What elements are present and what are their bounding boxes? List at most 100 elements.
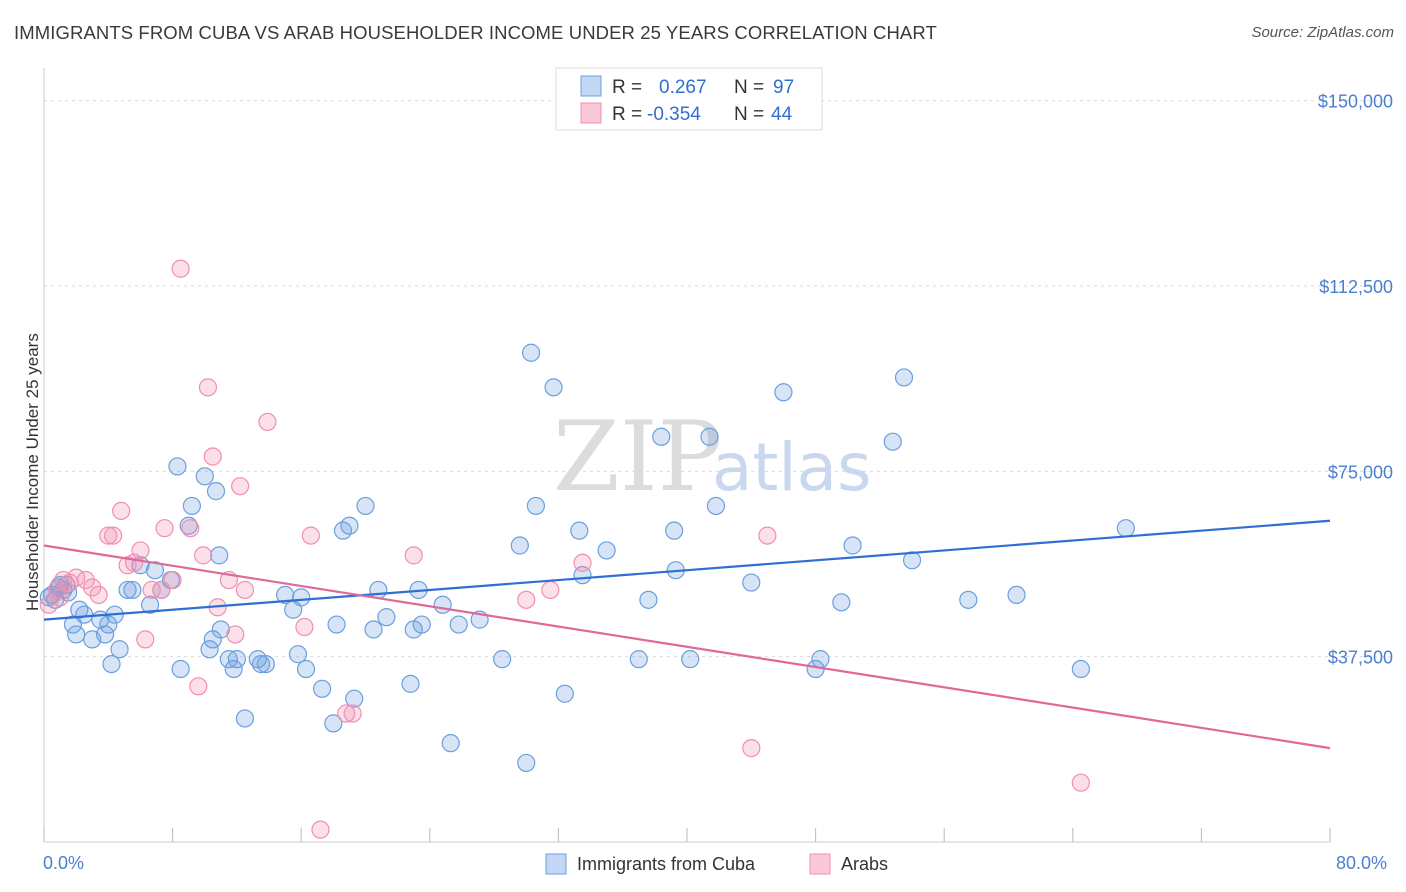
point-arabs: [89, 585, 108, 605]
point-cuba: [629, 650, 648, 669]
point-cuba: [449, 615, 468, 634]
watermark-atlas: atlas: [712, 429, 872, 506]
point-arabs: [171, 259, 190, 278]
point-arabs: [194, 546, 213, 565]
point-arabs: [1071, 773, 1090, 792]
point-arabs: [742, 739, 761, 758]
point-cuba: [369, 580, 388, 600]
series-legend: Immigrants from Cuba Arabs: [545, 853, 888, 875]
y-tick-labels: $37,500 $75,000 $112,500 $150,000: [1318, 92, 1393, 668]
point-cuba: [70, 600, 89, 619]
point-arabs: [517, 590, 536, 609]
point-cuba: [742, 573, 761, 592]
axes: [43, 68, 1331, 843]
legend-r-value-1: 0.267: [659, 77, 707, 98]
point-cuba: [288, 645, 308, 664]
point-arabs: [181, 519, 200, 538]
point-cuba: [570, 521, 589, 540]
point-cuba: [681, 650, 700, 669]
point-cuba: [521, 343, 541, 362]
point-cuba: [118, 580, 137, 600]
legend-r-value-2: -0.354: [647, 104, 701, 125]
point-arabs: [235, 580, 255, 600]
point-cuba: [292, 588, 311, 607]
point-arabs: [231, 477, 250, 496]
x-tick-max: 80.0%: [1336, 853, 1387, 873]
point-cuba: [251, 654, 271, 674]
point-cuba: [210, 546, 229, 565]
point-cuba: [412, 615, 431, 634]
point-cuba: [123, 580, 142, 600]
point-arabs: [573, 553, 592, 572]
point-arabs: [337, 704, 356, 723]
point-arabs: [311, 820, 330, 839]
point-cuba: [110, 640, 129, 659]
point-cuba: [700, 427, 719, 446]
point-arabs: [343, 704, 362, 723]
point-cuba: [811, 650, 830, 669]
point-cuba: [206, 482, 226, 501]
source-credit: Source: ZipAtlas.com: [1251, 24, 1394, 41]
point-arabs: [541, 580, 560, 600]
point-cuba: [441, 734, 460, 753]
point-cuba: [195, 467, 214, 486]
point-cuba: [377, 608, 396, 627]
point-cuba: [67, 625, 86, 644]
point-cuba: [517, 753, 536, 773]
trend-line-arabs: [43, 544, 1331, 750]
point-cuba: [235, 709, 255, 728]
gridlines: [44, 100, 1395, 658]
point-cuba: [665, 521, 684, 540]
point-arabs: [136, 630, 155, 649]
point-cuba: [706, 496, 726, 516]
legend-n-value-1: 97: [773, 77, 794, 98]
point-cuba: [227, 650, 246, 669]
point-cuba: [774, 383, 793, 402]
point-arabs: [50, 588, 70, 607]
point-cuba: [168, 457, 187, 476]
y-tick-label: $37,500: [1328, 648, 1393, 668]
legend-n-label-2: N =: [734, 104, 764, 125]
point-cuba: [526, 496, 545, 516]
bottom-legend-swatch-arabs: [809, 853, 831, 875]
point-cuba: [324, 714, 343, 733]
point-arabs: [104, 526, 123, 545]
point-cuba: [364, 620, 383, 639]
point-cuba: [1007, 585, 1026, 605]
legend-swatch-arabs: [580, 102, 602, 124]
point-cuba: [356, 496, 375, 516]
chart-title: IMMIGRANTS FROM CUBA VS ARAB HOUSEHOLDER…: [14, 22, 937, 43]
bottom-legend-swatch-cuba: [545, 853, 567, 875]
point-arabs: [198, 378, 218, 397]
watermark-zip: ZIP: [553, 401, 722, 513]
point-cuba: [256, 654, 275, 674]
point-cuba: [894, 368, 914, 387]
point-cuba: [883, 432, 902, 451]
correlation-legend: R = 0.267 N = 97 R = -0.354 N = 44: [555, 67, 823, 131]
point-cuba: [843, 536, 862, 555]
point-arabs: [142, 580, 161, 600]
bottom-legend-cuba: Immigrants from Cuba: [577, 854, 756, 874]
x-tick-min: 0.0%: [43, 853, 84, 873]
point-arabs: [155, 519, 174, 538]
y-tick-label: $150,000: [1318, 92, 1393, 112]
legend-swatch-cuba: [580, 75, 602, 97]
point-cuba: [312, 679, 332, 698]
point-cuba: [327, 615, 346, 634]
point-cuba: [639, 590, 658, 609]
point-cuba: [340, 516, 359, 535]
point-cuba: [959, 590, 978, 609]
series-cuba-points: [39, 343, 1135, 773]
point-cuba: [102, 654, 121, 674]
y-axis-label: Householder Income Under 25 years: [23, 333, 42, 611]
point-arabs: [404, 546, 423, 565]
point-cuba: [140, 595, 160, 614]
point-arabs: [258, 412, 277, 432]
point-cuba: [433, 595, 452, 614]
trend-lines: [43, 519, 1331, 750]
point-cuba: [171, 659, 190, 679]
point-cuba: [182, 496, 201, 516]
point-arabs: [226, 625, 245, 644]
point-cuba: [1071, 659, 1090, 679]
